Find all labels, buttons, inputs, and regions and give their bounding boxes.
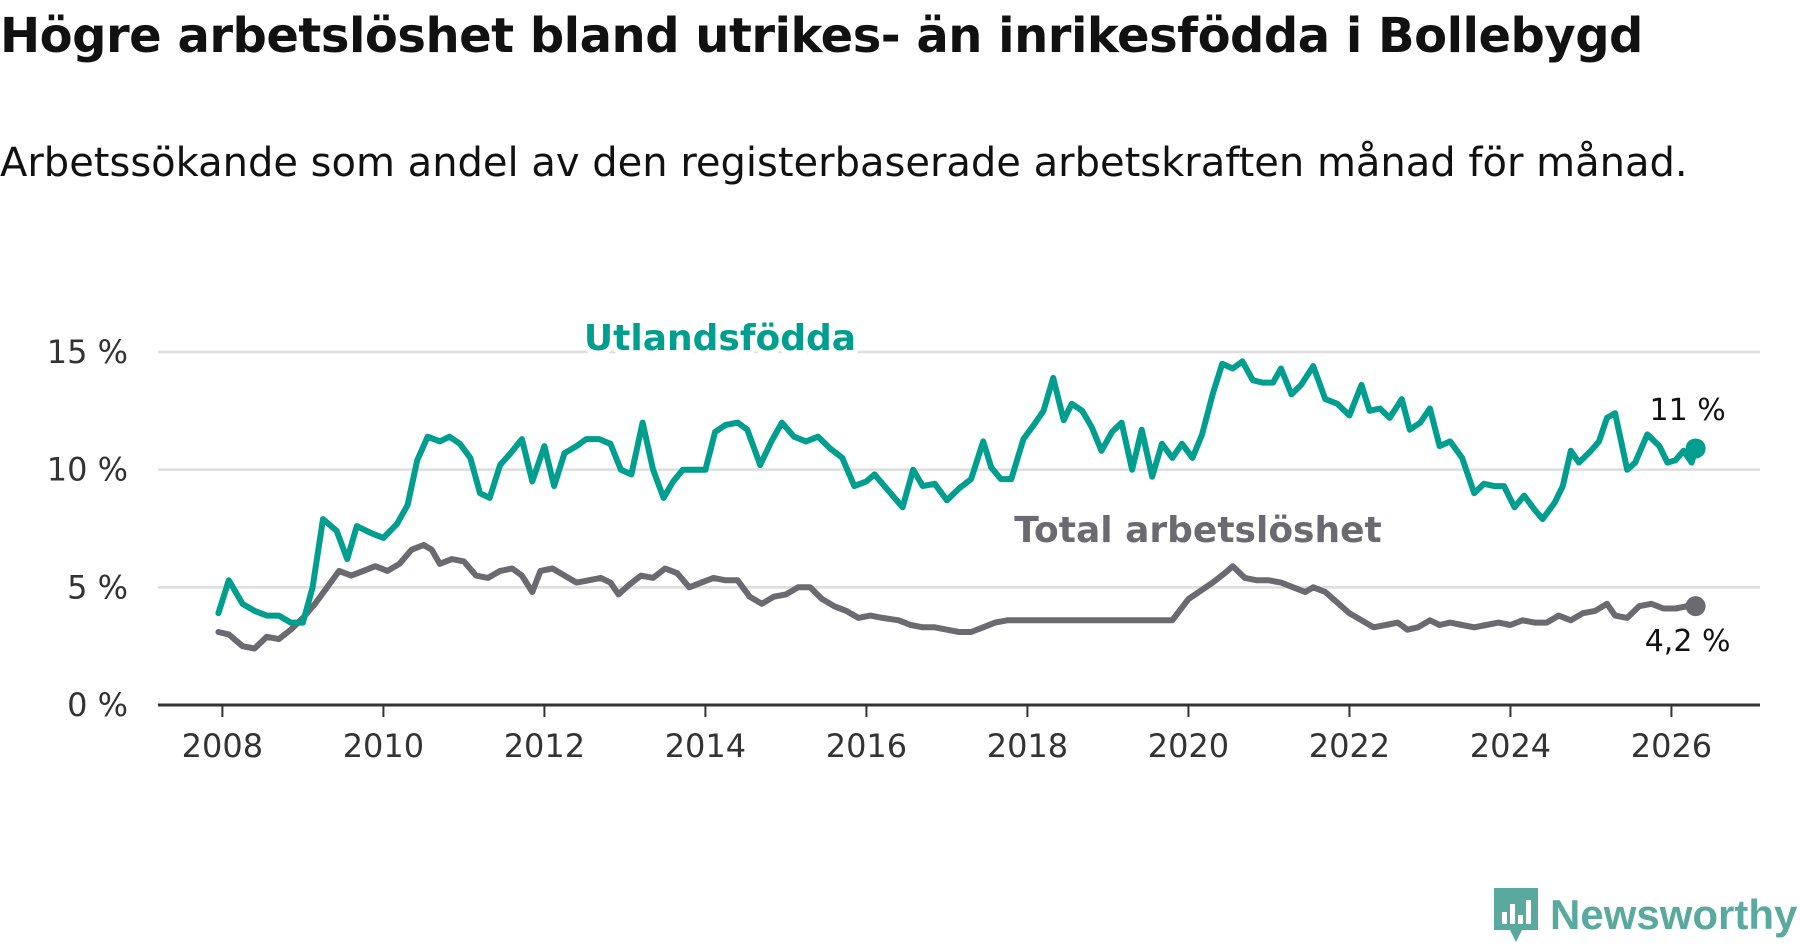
series-label-total: Total arbetslöshet (1014, 510, 1382, 551)
line-chart: 0 %5 %10 %15 % 2008 2010 2012 2014 2016 2018 2… (47, 313, 1760, 765)
series-lines (215, 358, 1706, 652)
chart-title: Högre arbetslöshet bland utrikes- än inr… (0, 8, 1643, 64)
x-tick-label: 2024 (1470, 727, 1551, 765)
brand-name: Newsworthy (1550, 891, 1798, 938)
chart-subtitle: Arbetssökande som andel av den registerb… (0, 140, 1688, 186)
x-tick-label: 2016 (826, 727, 907, 765)
x-tick-label: 2020 (1148, 727, 1229, 765)
series-label-utlandsfodda: Utlandsfödda (584, 318, 856, 359)
y-tick-label: 15 % (47, 333, 128, 371)
y-tick-label: 10 % (47, 451, 128, 489)
grid-lines (158, 350, 1760, 707)
brand-logo: Newsworthy (1492, 884, 1797, 946)
x-tick-label: 2014 (665, 727, 746, 765)
x-axis-ticks: 2008 2010 2012 2014 2016 2018 2020 2022 2024 2026 (182, 705, 1712, 765)
series-labels: Utlandsfödda Total arbetslöshet 11 % 4,2 % (579, 313, 1731, 659)
end-label-total: 4,2 % (1645, 624, 1731, 659)
series-line-utlandsfodda (215, 358, 1699, 626)
end-point-utlandsfodda (1685, 438, 1706, 459)
x-tick-label: 2026 (1631, 727, 1712, 765)
end-label-utlandsfodda: 11 % (1649, 393, 1725, 428)
x-tick-label: 2012 (504, 727, 585, 765)
x-tick-label: 2018 (987, 727, 1068, 765)
y-axis-ticks: 0 % 5 % 10 % 15 % (47, 333, 128, 724)
x-tick-label: 2022 (1309, 727, 1390, 765)
x-tick-label: 2010 (343, 727, 424, 765)
y-tick-label: 5 % (67, 568, 128, 606)
series-line-total (215, 542, 1699, 652)
newsworthy-logo-icon (1494, 888, 1538, 942)
y-tick-label: 0 % (67, 686, 128, 724)
end-point-total (1685, 596, 1706, 617)
x-tick-label: 2008 (182, 727, 263, 765)
